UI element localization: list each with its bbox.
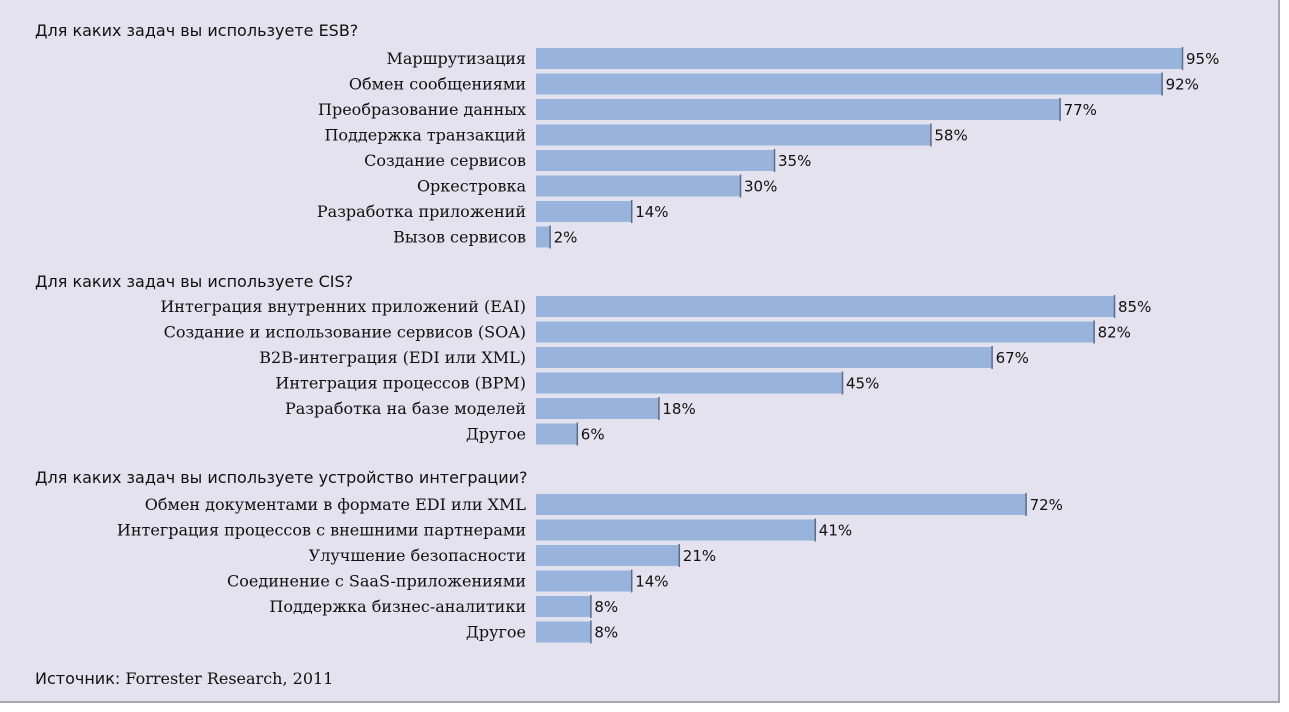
value-label: 82% <box>1098 324 1131 342</box>
value-label: 21% <box>683 547 716 565</box>
value-label: 30% <box>744 178 777 196</box>
bar <box>536 321 1094 343</box>
category-label: Вызов сервисов <box>393 228 526 247</box>
bar <box>536 296 1114 317</box>
bar <box>536 124 931 146</box>
bar <box>536 201 632 222</box>
category-label: Создание и использование сервисов (SOA) <box>164 323 526 342</box>
bar <box>536 545 679 566</box>
category-label: B2B-интеграция (EDI или XML) <box>259 348 526 367</box>
category-label: Поддержка транзакций <box>324 126 526 145</box>
category-label: Поддержка бизнес-аналитики <box>269 597 526 616</box>
bar <box>536 596 591 617</box>
bar <box>536 494 1026 515</box>
category-label: Разработка на базе моделей <box>285 399 526 418</box>
category-label: Другое <box>466 623 526 642</box>
category-label: Оркестровка <box>417 177 527 196</box>
value-label: 2% <box>554 229 578 247</box>
source-note: Источник: Forrester Research, 2011 <box>35 669 333 688</box>
bar <box>536 570 632 592</box>
category-label: Маршрутизация <box>386 49 526 68</box>
category-label: Соединение с SaaS-приложениями <box>227 572 526 591</box>
bar <box>536 150 774 171</box>
category-label: Улучшение безопасности <box>309 546 526 565</box>
value-label: 58% <box>934 127 967 145</box>
bar <box>536 99 1060 120</box>
value-label: 95% <box>1186 50 1219 68</box>
value-label: 41% <box>819 522 852 540</box>
value-label: 72% <box>1030 496 1063 514</box>
bar <box>536 423 577 445</box>
section-title-3: Для каких задач вы используете устройств… <box>35 468 527 487</box>
bar <box>536 347 992 368</box>
value-label: 14% <box>635 203 668 221</box>
value-label: 45% <box>846 375 879 393</box>
value-label: 14% <box>635 573 668 591</box>
category-label: Интеграция процессов с внешними партнера… <box>117 521 526 540</box>
value-label: 35% <box>778 152 811 170</box>
bar <box>536 73 1162 95</box>
category-label: Обмен документами в формате EDI или XML <box>145 495 527 514</box>
category-label: Другое <box>466 425 526 444</box>
value-label: 92% <box>1166 76 1199 94</box>
bar <box>536 519 815 541</box>
bar-chart: Для каких задач вы используете ESB? Маршр… <box>35 21 1219 644</box>
section-title-2: Для каких задач вы используете CIS? <box>35 272 353 291</box>
category-label: Разработка приложений <box>317 202 526 221</box>
value-label: 67% <box>996 349 1029 367</box>
category-label: Интеграция процессов (BPM) <box>275 374 526 393</box>
value-label: 6% <box>581 426 605 444</box>
category-label: Интеграция внутренних приложений (EAI) <box>160 297 526 316</box>
value-label: 77% <box>1064 101 1097 119</box>
value-label: 8% <box>594 598 618 616</box>
value-label: 8% <box>594 624 618 642</box>
bar <box>536 175 740 197</box>
bar <box>536 398 659 419</box>
category-label: Создание сервисов <box>364 151 526 170</box>
bar <box>536 621 591 643</box>
bar <box>536 372 842 394</box>
bar <box>536 48 1182 69</box>
category-label: Преобразование данных <box>318 100 526 119</box>
source-text: Forrester Research, 2011 <box>125 669 334 688</box>
bar <box>536 226 550 248</box>
value-label: 18% <box>662 400 695 418</box>
source-prefix: Источник: <box>35 669 121 688</box>
section-title-1: Для каких задач вы используете ESB? <box>35 21 358 40</box>
value-label: 85% <box>1118 298 1151 316</box>
category-label: Обмен сообщениями <box>349 75 526 94</box>
